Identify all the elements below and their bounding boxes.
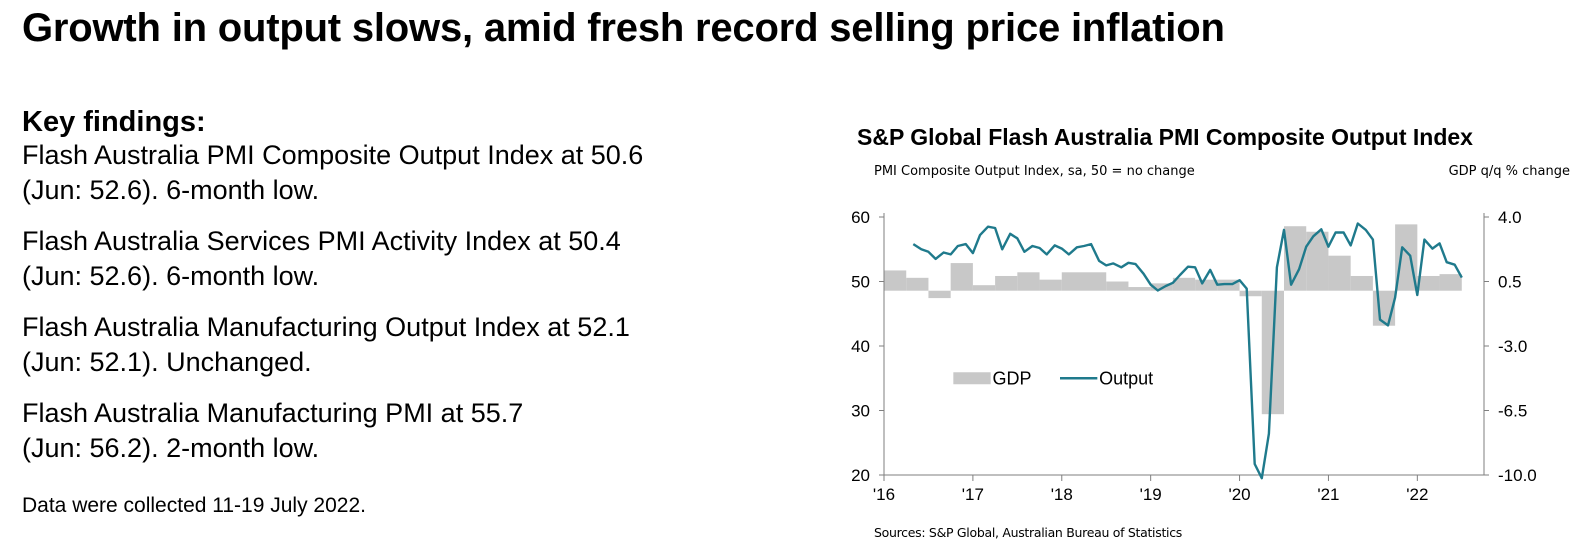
right-tick-label: 0.5 bbox=[1498, 273, 1522, 292]
data-collection-note: Data were collected 11-19 July 2022. bbox=[22, 494, 366, 517]
gdp-bar bbox=[1439, 274, 1462, 291]
finding-line: (Jun: 52.6). 6-month low. bbox=[22, 261, 320, 291]
gdp-bar bbox=[1172, 277, 1196, 291]
left-tick-label: 40 bbox=[851, 337, 870, 356]
right-tick-label: -6.5 bbox=[1498, 402, 1527, 421]
chart-title: S&P Global Flash Australia PMI Composite… bbox=[857, 124, 1473, 150]
legend-gdp-swatch bbox=[953, 372, 991, 385]
gdp-bar bbox=[1195, 279, 1218, 291]
finding-line: Flash Australia Manufacturing PMI at 55.… bbox=[22, 398, 524, 428]
finding-line: Flash Australia Manufacturing Output Ind… bbox=[22, 312, 630, 342]
output-series-line bbox=[912, 222, 1463, 480]
gdp-bar bbox=[906, 277, 929, 291]
right-axis-caption: GDP q/q % change bbox=[1448, 164, 1570, 179]
gdp-bar bbox=[1306, 231, 1329, 291]
left-axis-caption: PMI Composite Output Index, sa, 50 = no … bbox=[874, 164, 1195, 179]
gdp-bar bbox=[1017, 272, 1040, 291]
gdp-bar bbox=[1350, 275, 1373, 291]
gdp-bar bbox=[1417, 275, 1440, 291]
headline: Growth in output slows, amid fresh recor… bbox=[22, 6, 1225, 50]
finding-services: Flash Australia Services PMI Activity In… bbox=[22, 224, 782, 294]
left-tick-label: 20 bbox=[851, 466, 870, 485]
key-findings: Key findings: Flash Australia PMI Compos… bbox=[22, 106, 782, 482]
finding-line: Flash Australia PMI Composite Output Ind… bbox=[22, 140, 644, 170]
finding-line: Flash Australia Services PMI Activity In… bbox=[22, 226, 621, 256]
chart-sources: Sources: S&P Global, Australian Bureau o… bbox=[874, 525, 1183, 540]
right-tick-label: 4.0 bbox=[1498, 208, 1522, 227]
gdp-bar bbox=[1128, 287, 1151, 291]
x-tick-label: '17 bbox=[962, 485, 984, 504]
gdp-bar bbox=[972, 285, 996, 291]
finding-line: (Jun: 52.6). 6-month low. bbox=[22, 175, 320, 205]
pmi-chart: 20 30 40 50 60 -10.0 -6.5 -3.0 0.5 4.0 '16 '17 '18 '1… bbox=[851, 208, 1537, 504]
finding-manufacturing-pmi: Flash Australia Manufacturing PMI at 55.… bbox=[22, 396, 782, 466]
legend-output-label: Output bbox=[1099, 368, 1153, 388]
left-tick-label: 50 bbox=[851, 273, 870, 292]
gdp-bar bbox=[1061, 272, 1084, 291]
finding-line: (Jun: 56.2). 2-month low. bbox=[22, 433, 320, 463]
gdp-bar bbox=[884, 270, 907, 291]
finding-line: (Jun: 52.1). Unchanged. bbox=[22, 347, 312, 377]
left-tick-label: 30 bbox=[851, 402, 870, 421]
gdp-bar bbox=[950, 263, 973, 291]
gdp-bar bbox=[1039, 279, 1062, 291]
gdp-bar bbox=[995, 275, 1018, 291]
gdp-bar bbox=[1395, 224, 1418, 291]
right-tick-label: -10.0 bbox=[1498, 466, 1537, 485]
finding-manufacturing-output: Flash Australia Manufacturing Output Ind… bbox=[22, 310, 782, 380]
left-tick-label: 60 bbox=[851, 208, 870, 227]
gdp-bar bbox=[928, 290, 951, 299]
x-tick-label: '20 bbox=[1228, 485, 1250, 504]
gdp-bar bbox=[1328, 255, 1351, 291]
x-tick-label: '18 bbox=[1051, 485, 1073, 504]
x-tick-label: '19 bbox=[1140, 485, 1162, 504]
right-tick-label: -3.0 bbox=[1498, 337, 1527, 356]
gdp-bar bbox=[1084, 272, 1107, 291]
gdp-bar bbox=[1239, 290, 1262, 297]
x-tick-label: '16 bbox=[873, 485, 895, 504]
gdp-bar bbox=[1106, 281, 1129, 291]
legend-gdp-label: GDP bbox=[992, 368, 1031, 388]
key-findings-title: Key findings: bbox=[22, 106, 206, 138]
finding-composite: Flash Australia PMI Composite Output Ind… bbox=[22, 138, 782, 208]
x-tick-label: '22 bbox=[1406, 485, 1428, 504]
x-tick-label: '21 bbox=[1317, 485, 1339, 504]
